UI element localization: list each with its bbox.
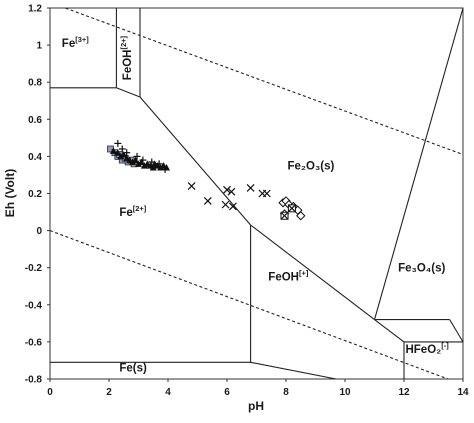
boundary-line (250, 361, 337, 379)
data-point-triangle (120, 151, 128, 158)
data-point-plus (161, 165, 169, 173)
region-label: Fe[3+] (62, 35, 89, 50)
x-axis-label: pH (248, 399, 264, 413)
data-point-triangle (114, 149, 122, 156)
y-tick-label: 0.4 (28, 152, 42, 163)
data-point-plus (123, 149, 131, 157)
boundary-line (139, 96, 252, 226)
x-tick-label: 12 (398, 387, 410, 398)
boundary-line (250, 224, 375, 321)
y-tick-label: -0.8 (25, 375, 43, 386)
x-tick-label: 4 (165, 387, 171, 398)
y-tick-label: 1 (36, 41, 42, 52)
data-points (107, 139, 306, 221)
data-point-triangle (109, 147, 117, 154)
boundary-line (373, 8, 463, 320)
data-point-cross (228, 202, 237, 211)
x-tick-label: 8 (283, 387, 289, 398)
data-point-cross (223, 185, 231, 194)
region-label: Fe[2+] (119, 204, 146, 219)
data-point-plus (155, 160, 163, 168)
y-axis-label: Eh (Volt) (3, 169, 17, 217)
data-point-cross (221, 200, 230, 209)
region-labels: Fe[3+] FeOH[2+] Fe₂O₃(s) Fe[2+] FeOH[+] Fe₃O₄… (62, 35, 449, 375)
data-point-triangle (117, 152, 125, 160)
data-point-cross (187, 182, 196, 191)
y-tick-label: 1.2 (28, 4, 42, 15)
plot-frame (49, 7, 464, 380)
x-axis-ticks: 0 2 4 6 8 10 12 14 (47, 379, 469, 398)
region-label: Fe(s) (119, 363, 147, 375)
y-tick-label: -0.6 (25, 337, 43, 348)
data-point-plus (139, 156, 147, 164)
data-point-triangle (129, 158, 137, 165)
region-label: Fe₃O₄(s) (398, 262, 445, 274)
data-point-triangle (132, 156, 140, 164)
data-point-plus (118, 145, 126, 153)
x-tick-label: 0 (47, 387, 53, 398)
region-label: HFeO₂[-] (405, 341, 449, 356)
region-label: FeOH[+] (268, 269, 309, 284)
y-tick-label: -0.2 (25, 263, 43, 274)
boundary-line (116, 87, 141, 98)
boundary-line (374, 319, 405, 343)
data-point-triangle (149, 164, 157, 171)
data-point-cross (227, 187, 236, 196)
data-point-boxed-x (287, 204, 296, 213)
water-limit-lower-line (50, 230, 450, 379)
data-point-cross (246, 184, 255, 192)
stability-boundaries (50, 8, 463, 379)
y-tick-label: -0.4 (25, 300, 43, 311)
data-point-cross (262, 189, 271, 198)
data-point-plus (133, 152, 141, 160)
x-tick-label: 14 (457, 387, 469, 398)
y-tick-label: 0.2 (28, 189, 42, 200)
x-tick-label: 6 (224, 387, 230, 398)
y-tick-label: 0.6 (28, 115, 42, 126)
y-tick-label: 0 (36, 226, 42, 237)
water-stability-limits (50, 8, 463, 379)
data-point-plus (148, 158, 156, 166)
water-limit-upper-line (63, 8, 463, 156)
data-point-plus (114, 139, 122, 147)
data-point-boxed-x (280, 211, 289, 220)
data-point-triangle (135, 160, 142, 167)
x-tick-label: 10 (339, 387, 351, 398)
data-point-diamond (296, 211, 306, 221)
region-label: FeOH[2+] (119, 35, 134, 80)
boundary-line (449, 319, 463, 343)
data-point-triangle (140, 162, 148, 169)
x-tick-label: 2 (106, 387, 112, 398)
data-point-cross (203, 196, 212, 205)
region-label: Fe₂O₃(s) (287, 160, 334, 172)
y-axis-ticks: 1.2 1 0.8 0.6 0.4 0.2 0 -0.2 -0.4 -0.6 -0.8 (25, 4, 50, 386)
y-tick-label: 0.8 (28, 78, 42, 89)
